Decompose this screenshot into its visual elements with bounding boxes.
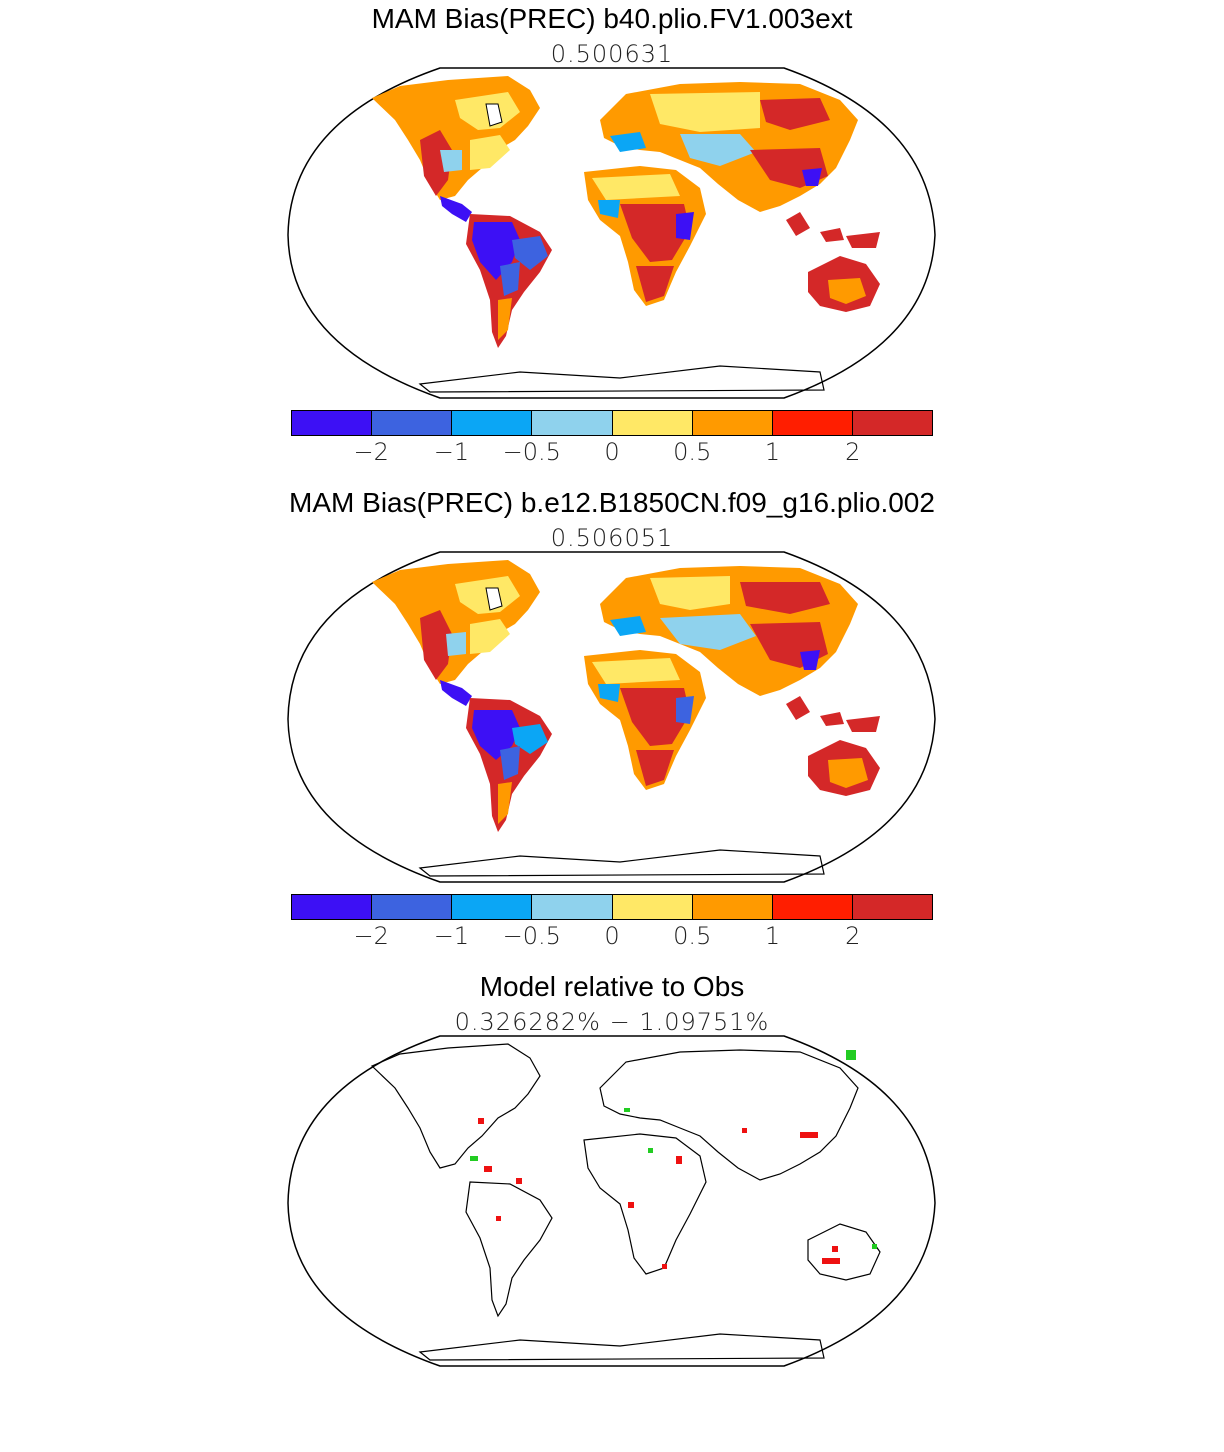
panel-1-europe-asia bbox=[600, 82, 858, 212]
panel-2-colorbar-cell bbox=[772, 895, 853, 919]
panel-2-title: MAM Bias(PREC) b.e12.B1850CN.f09_g16.pli… bbox=[289, 487, 935, 518]
panel-1-map bbox=[287, 67, 936, 399]
panel-1-colorbar-cell bbox=[372, 411, 453, 435]
panel-1-tick-label: −0.5 bbox=[502, 438, 561, 466]
panel-2-tick-label: −2 bbox=[353, 922, 389, 950]
panel-2-colorbar-cell bbox=[292, 895, 373, 919]
panel-2: MAM Bias(PREC) b.e12.B1850CN.f09_g16.pli… bbox=[0, 484, 1224, 964]
panel-1-colorbar-cell bbox=[612, 411, 693, 435]
panel-2-maritime bbox=[786, 696, 880, 732]
panel-1-north-america bbox=[372, 76, 540, 200]
panel-2-subtitle: 0.506051 bbox=[550, 524, 674, 552]
panel-1-tick-label: 0.5 bbox=[673, 438, 712, 466]
panel-1: MAM Bias(PREC) b40.plio.FV1.003ext 0.500… bbox=[0, 0, 1224, 480]
panel-3-coastlines bbox=[370, 1043, 881, 1361]
panel-1-colorbar-cell bbox=[532, 411, 613, 435]
panel-3-subtitle: 0.326282% − 1.09751% bbox=[454, 1008, 770, 1036]
panel-1-tick-label: 0 bbox=[604, 438, 620, 466]
panel-2-tick-label: −1 bbox=[433, 922, 470, 950]
panel-3-map-frame bbox=[287, 1035, 936, 1367]
panel-1-central-america bbox=[440, 196, 472, 222]
panel-1-colorbar-ticks: −2 −1 −0.5 0 0.5 1 2 bbox=[291, 438, 933, 468]
panel-2-central-america bbox=[440, 680, 472, 706]
panel-1-australia bbox=[808, 256, 880, 312]
panel-2-europe-asia bbox=[600, 566, 858, 696]
panel-3-title: Model relative to Obs bbox=[479, 971, 745, 1002]
panel-2-colorbar-cell bbox=[852, 895, 932, 919]
panel-2-tick-label: 0.5 bbox=[673, 922, 712, 950]
panel-2-south-america bbox=[466, 698, 552, 832]
panel-1-tick-label: 1 bbox=[764, 438, 781, 466]
panel-2-map bbox=[287, 551, 936, 883]
panel-1-colorbar-cell bbox=[772, 411, 853, 435]
panel-1-subtitle: 0.500631 bbox=[550, 40, 674, 68]
panel-2-africa bbox=[584, 650, 706, 790]
panel-2-tick-label: −0.5 bbox=[502, 922, 561, 950]
panel-2-antarctica bbox=[418, 849, 825, 877]
panel-1-colorbar-cell bbox=[852, 411, 932, 435]
panel-1-tick-label: 2 bbox=[845, 438, 861, 466]
panel-1-colorbar-cell bbox=[452, 411, 533, 435]
panel-3-green-cells bbox=[470, 1050, 877, 1249]
panel-1-title: MAM Bias(PREC) b40.plio.FV1.003ext bbox=[371, 3, 853, 34]
panel-2-colorbar-cell bbox=[612, 895, 693, 919]
panel-1-colorbar-cell bbox=[292, 411, 373, 435]
panel-1-maritime bbox=[786, 212, 880, 248]
panel-1-tick-label: −1 bbox=[433, 438, 470, 466]
panel-1-tick-label: −2 bbox=[353, 438, 389, 466]
panel-2-colorbar-cell bbox=[692, 895, 773, 919]
panel-1-africa bbox=[584, 166, 706, 306]
panel-1-colorbar-cell bbox=[692, 411, 773, 435]
panel-2-tick-label: 1 bbox=[764, 922, 781, 950]
panel-2-tick-label: 0 bbox=[604, 922, 620, 950]
panel-2-north-america bbox=[372, 560, 540, 684]
panel-2-colorbar-cell bbox=[372, 895, 453, 919]
panel-2-colorbar bbox=[291, 894, 933, 920]
panel-3-map bbox=[287, 1035, 936, 1367]
panel-2-colorbar-cell bbox=[452, 895, 533, 919]
panel-2-colorbar-ticks: −2 −1 −0.5 0 0.5 1 2 bbox=[291, 922, 933, 952]
panel-3: Model relative to Obs 0.326282% − 1.0975… bbox=[0, 968, 1224, 1388]
panel-1-south-america bbox=[466, 214, 552, 348]
panel-2-colorbar-cell bbox=[532, 895, 613, 919]
panel-2-tick-label: 2 bbox=[845, 922, 861, 950]
panel-2-australia bbox=[808, 740, 880, 796]
panel-1-colorbar bbox=[291, 410, 933, 436]
panel-1-antarctica bbox=[418, 365, 825, 393]
panel-3-red-cells bbox=[478, 1118, 840, 1269]
